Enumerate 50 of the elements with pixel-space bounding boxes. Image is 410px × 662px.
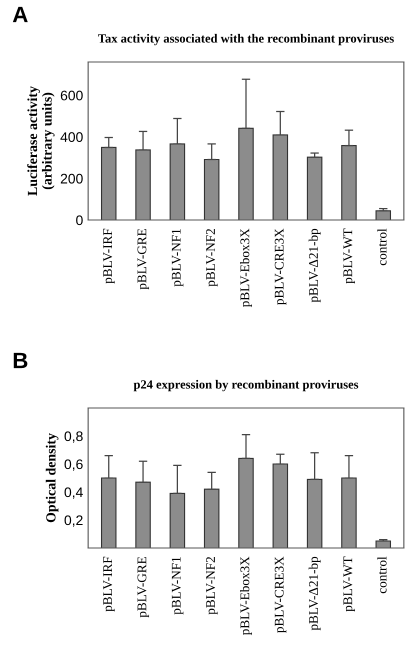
bar — [306, 156, 322, 220]
bar — [204, 488, 220, 548]
bar — [272, 463, 288, 548]
chart-title: p24 expression by recombinant proviruses — [134, 380, 358, 392]
x-tick-label: pBLV-NF2 — [206, 557, 218, 615]
bar — [135, 149, 151, 220]
x-tick-label: pBLV-CRE3X — [274, 556, 286, 633]
bar — [135, 482, 151, 548]
x-tick-label: control — [377, 556, 387, 594]
x-tick-label: pBLV-WT — [343, 228, 355, 284]
bar — [100, 146, 116, 220]
bar — [204, 158, 220, 220]
chart-title: Tax activity associated with the recombinant proviruses — [98, 34, 394, 46]
y-tick-label: 0 — [76, 215, 83, 226]
bar — [306, 478, 322, 548]
x-tick-label: pBLV-NF1 — [172, 229, 184, 287]
x-tick-label: pBLV-Δ21-bp — [308, 228, 321, 302]
x-tick-label: pBLV-GRE — [137, 556, 150, 618]
x-tick-label: pBLV-Ebox3X — [240, 556, 252, 636]
y-tick-label: 0,2 — [64, 515, 83, 527]
y-tick-label: 0,8 — [64, 431, 83, 443]
x-tick-label: pBLV-IRF — [103, 556, 115, 612]
bar — [100, 477, 116, 548]
y-tick-label: 200 — [60, 174, 83, 184]
x-tick-label: pBLV-WT — [343, 556, 355, 612]
x-tick-label: pBLV-NF1 — [172, 557, 184, 615]
text: B — [14, 352, 28, 368]
x-tick-label: control — [377, 228, 387, 266]
bar — [341, 477, 357, 548]
y-axis-title: Optical density — [46, 433, 58, 522]
bar — [170, 143, 186, 220]
bar — [376, 540, 392, 548]
y-tick-label: 400 — [60, 132, 83, 142]
y-tick-label: 0,4 — [64, 487, 83, 499]
text: A — [12, 6, 28, 22]
x-tick-label: pBLV-IRF — [103, 228, 115, 284]
y-tick-label: 0,6 — [64, 459, 83, 471]
bar — [272, 134, 288, 220]
x-tick-label: pBLV-NF2 — [206, 229, 218, 287]
y-axis-title: Luciferase activity (arbitrary units) — [27, 86, 55, 196]
x-tick-label: pBLV-CRE3X — [274, 228, 286, 305]
x-tick-label: pBLV-Δ21-bp — [308, 556, 321, 630]
x-tick-label: pBLV-GRE — [137, 228, 150, 290]
bar — [376, 210, 392, 220]
y-tick-label: 600 — [60, 90, 83, 100]
x-tick-label: pBLV-Ebox3X — [240, 228, 252, 308]
bar — [170, 492, 186, 548]
bar — [341, 145, 357, 220]
bar — [238, 458, 254, 548]
bar — [238, 128, 254, 220]
